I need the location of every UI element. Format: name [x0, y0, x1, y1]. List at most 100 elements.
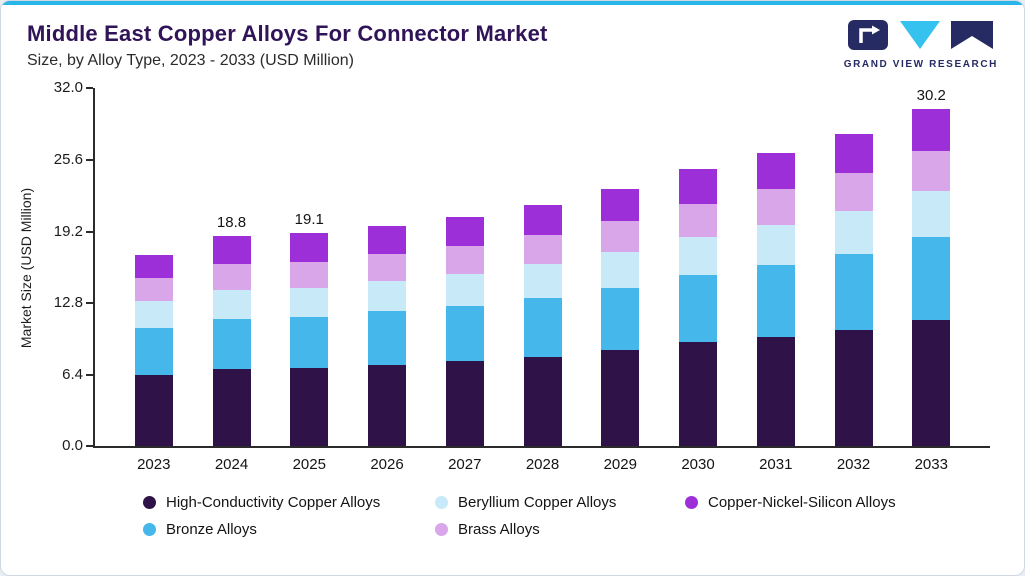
bar-segment-high-conductivity-copper-alloys: [134, 374, 173, 447]
bar-2024: 18.8 2024: [212, 88, 251, 473]
bar-segment-bronze-alloys: [290, 316, 329, 369]
bar-segment-beryllium-copper-alloys: [601, 251, 640, 288]
x-tick-label: 2023: [137, 456, 171, 474]
legend-swatch: [435, 523, 448, 537]
bar-segment-brass-alloys: [134, 277, 173, 301]
legend-swatch: [685, 496, 698, 510]
x-tick-label: 2030: [681, 456, 715, 474]
bar-segment-high-conductivity-copper-alloys: [912, 320, 951, 447]
bar-segment-brass-alloys: [290, 261, 329, 288]
bar-2033: 30.2 2033: [912, 86, 951, 473]
x-tick-label: 2025: [292, 456, 326, 474]
bar-segment-beryllium-copper-alloys: [834, 211, 873, 254]
bar-segment-bronze-alloys: [756, 265, 795, 337]
bar-segment-high-conductivity-copper-alloys: [601, 350, 640, 447]
bar-stack: [834, 134, 873, 447]
bar-segment-high-conductivity-copper-alloys: [834, 330, 873, 447]
legend-swatch: [435, 496, 448, 510]
gvr-logo: GRAND VIEW RESEARCH: [844, 19, 998, 70]
bar-segment-bronze-alloys: [445, 305, 484, 362]
bar-segment-bronze-alloys: [368, 311, 406, 365]
bar-2028: 2028: [523, 88, 562, 473]
bar-segment-brass-alloys: [368, 254, 406, 281]
y-tick-label: 6.4: [62, 365, 83, 383]
bar-stack: [445, 217, 484, 447]
bar-value-label: 30.2: [916, 86, 946, 104]
legend-swatch: [143, 496, 156, 510]
gvr-logo-icon: [847, 20, 993, 50]
y-tick-mark: [86, 373, 93, 376]
bar-segment-beryllium-copper-alloys: [756, 224, 795, 266]
page-subtitle: Size, by Alloy Type, 2023 - 2033 (USD Mi…: [27, 52, 354, 70]
legend-label: Bronze Alloys: [166, 521, 257, 539]
bar-segment-copper-nickel-silicon-alloys: [756, 153, 795, 190]
y-tick-label: 25.6: [53, 150, 83, 168]
bar-segment-high-conductivity-copper-alloys: [679, 342, 717, 447]
bar-segment-bronze-alloys: [212, 318, 251, 370]
gvr-logo-text: GRAND VIEW RESEARCH: [843, 59, 998, 70]
legend: High-Conductivity Copper Alloys Beryllium…: [143, 494, 1004, 538]
y-tick-mark: [86, 87, 93, 90]
y-tick-mark: [86, 158, 93, 161]
legend-label: Beryllium Copper Alloys: [458, 494, 617, 512]
y-tick-mark: [86, 445, 93, 448]
legend-item-copper-nickel-silicon-alloys: Copper-Nickel-Silicon Alloys: [685, 494, 1004, 511]
y-tick-mark: [86, 302, 93, 305]
bar-segment-high-conductivity-copper-alloys: [756, 336, 795, 447]
x-tick-label: 2026: [370, 456, 404, 474]
bar-segment-bronze-alloys: [523, 297, 562, 357]
bar-segment-high-conductivity-copper-alloys: [290, 368, 329, 447]
bar-segment-copper-nickel-silicon-alloys: [445, 217, 484, 247]
bar-segment-brass-alloys: [212, 264, 251, 290]
bar-segment-copper-nickel-silicon-alloys: [134, 255, 173, 278]
bar-segment-copper-nickel-silicon-alloys: [523, 204, 562, 235]
bar-segment-copper-nickel-silicon-alloys: [601, 189, 640, 221]
bar-segment-bronze-alloys: [912, 237, 951, 320]
bar-segment-copper-nickel-silicon-alloys: [679, 169, 717, 204]
bar-segment-bronze-alloys: [834, 253, 873, 330]
bar-stack: [912, 108, 951, 447]
bar-segment-beryllium-copper-alloys: [679, 237, 717, 276]
bar-2027: 2027: [445, 88, 484, 473]
chart: Market Size (USD Million) 32.0 25.6 19.2 12…: [11, 79, 990, 473]
y-tick-label: 0.0: [62, 437, 83, 455]
x-tick-label: 2024: [214, 456, 249, 474]
bar-stack: [756, 153, 795, 447]
bar-2031: 2031: [756, 88, 795, 473]
bar-2032: 2032: [834, 88, 873, 473]
x-tick-label: 2033: [914, 456, 948, 474]
bar-segment-high-conductivity-copper-alloys: [212, 369, 251, 447]
header: Middle East Copper Alloys For Connector …: [1, 5, 1024, 70]
bar-segment-high-conductivity-copper-alloys: [368, 364, 406, 447]
bar-segment-beryllium-copper-alloys: [523, 264, 562, 298]
bar-segment-copper-nickel-silicon-alloys: [834, 134, 873, 174]
bar-segment-brass-alloys: [601, 220, 640, 252]
x-tick-label: 2032: [836, 456, 871, 474]
bar-segment-brass-alloys: [912, 151, 951, 192]
legend-label: High-Conductivity Copper Alloys: [166, 494, 381, 512]
bar-segment-copper-nickel-silicon-alloys: [368, 226, 406, 255]
bar-segment-brass-alloys: [756, 189, 795, 225]
bar-segment-copper-nickel-silicon-alloys: [290, 232, 329, 262]
bar-stack: [679, 169, 717, 447]
y-axis-title: Market Size (USD Million): [18, 188, 34, 349]
bar-segment-beryllium-copper-alloys: [134, 301, 173, 328]
bar-segment-beryllium-copper-alloys: [912, 191, 951, 238]
bar-2025: 19.1 2025: [290, 88, 329, 473]
bar-value-label: 19.1: [294, 210, 324, 228]
accent-topbar: [1, 1, 1024, 5]
page-title: Middle East Copper Alloys For Connector …: [27, 21, 548, 46]
legend-item-brass-alloys: Brass Alloys: [435, 521, 685, 538]
y-tick-label: 12.8: [53, 294, 83, 312]
y-axis-title-column: Market Size (USD Million): [11, 88, 41, 448]
bar-segment-beryllium-copper-alloys: [368, 280, 406, 312]
plot-area: 2023 18.8 2024 19.1 2025 2026 2027 2028 2029 2030…: [86, 86, 990, 473]
x-tick-label: 2029: [603, 456, 637, 474]
legend-item-beryllium-copper-alloys: Beryllium Copper Alloys: [435, 494, 685, 511]
bar-2026: 2026: [368, 88, 406, 473]
bar-segment-bronze-alloys: [601, 287, 640, 351]
bar-segment-beryllium-copper-alloys: [445, 274, 484, 306]
bar-segment-bronze-alloys: [134, 327, 173, 375]
bar-stack: [523, 204, 562, 447]
